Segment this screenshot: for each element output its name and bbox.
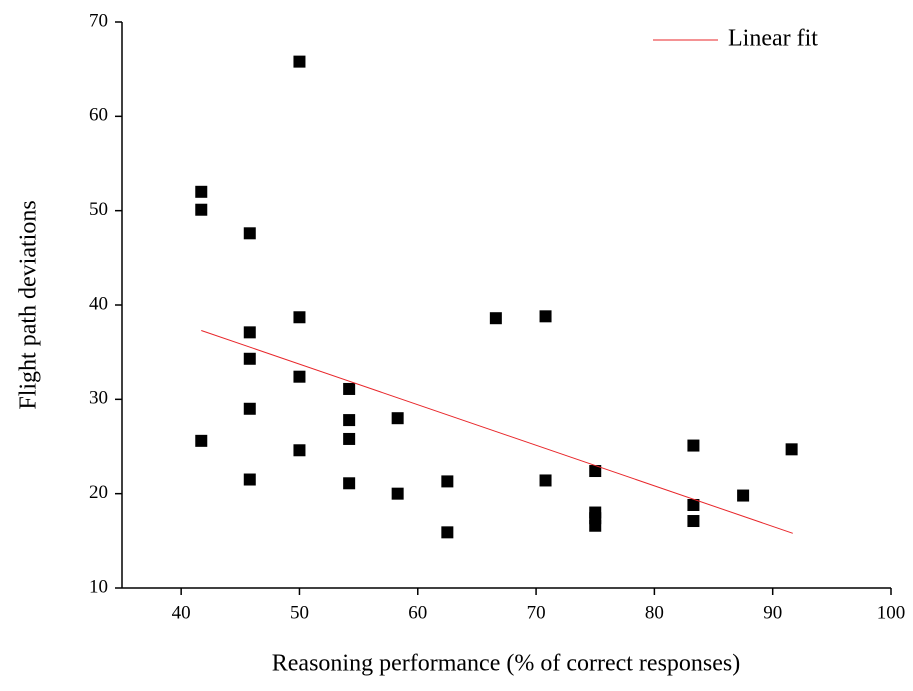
y-axis-title: Flight path deviations xyxy=(16,200,42,409)
x-tick-label: 80 xyxy=(645,602,664,623)
point xyxy=(293,444,306,457)
point xyxy=(687,498,700,511)
y-tick-label: 20 xyxy=(89,482,108,503)
point xyxy=(489,312,502,325)
point xyxy=(243,227,256,240)
point xyxy=(343,477,356,490)
fit-line xyxy=(201,329,793,534)
point xyxy=(539,310,552,323)
y-tick-label: 50 xyxy=(89,199,108,220)
point xyxy=(343,414,356,427)
point xyxy=(737,489,750,502)
point xyxy=(243,326,256,339)
y-tick-label: 60 xyxy=(89,105,108,126)
point xyxy=(243,473,256,486)
point xyxy=(687,515,700,528)
point xyxy=(243,352,256,365)
point xyxy=(539,474,552,487)
point xyxy=(687,439,700,452)
y-tick-label: 70 xyxy=(89,10,108,31)
point xyxy=(293,55,306,68)
point xyxy=(785,443,798,456)
legend-label: Linear fit xyxy=(728,26,818,52)
x-tick-label: 70 xyxy=(527,602,546,623)
point xyxy=(195,185,208,198)
y-tick-label: 10 xyxy=(89,576,108,597)
point xyxy=(293,311,306,324)
point xyxy=(195,203,208,216)
point xyxy=(391,487,404,500)
point xyxy=(293,370,306,383)
x-axis-title: Reasoning performance (% of correct resp… xyxy=(272,651,740,677)
y-tick-label: 30 xyxy=(89,388,108,409)
y-tick-label: 40 xyxy=(89,293,108,314)
x-tick-label: 50 xyxy=(290,602,309,623)
x-tick-label: 100 xyxy=(877,602,906,623)
point xyxy=(441,526,454,539)
point xyxy=(243,402,256,415)
x-tick-label: 60 xyxy=(408,602,427,623)
x-tick-label: 90 xyxy=(763,602,782,623)
x-tick-label: 40 xyxy=(172,602,191,623)
point xyxy=(441,475,454,488)
point xyxy=(195,434,208,447)
point xyxy=(391,412,404,425)
point xyxy=(343,432,356,445)
point xyxy=(589,519,602,532)
point xyxy=(343,382,356,395)
point xyxy=(589,465,602,478)
